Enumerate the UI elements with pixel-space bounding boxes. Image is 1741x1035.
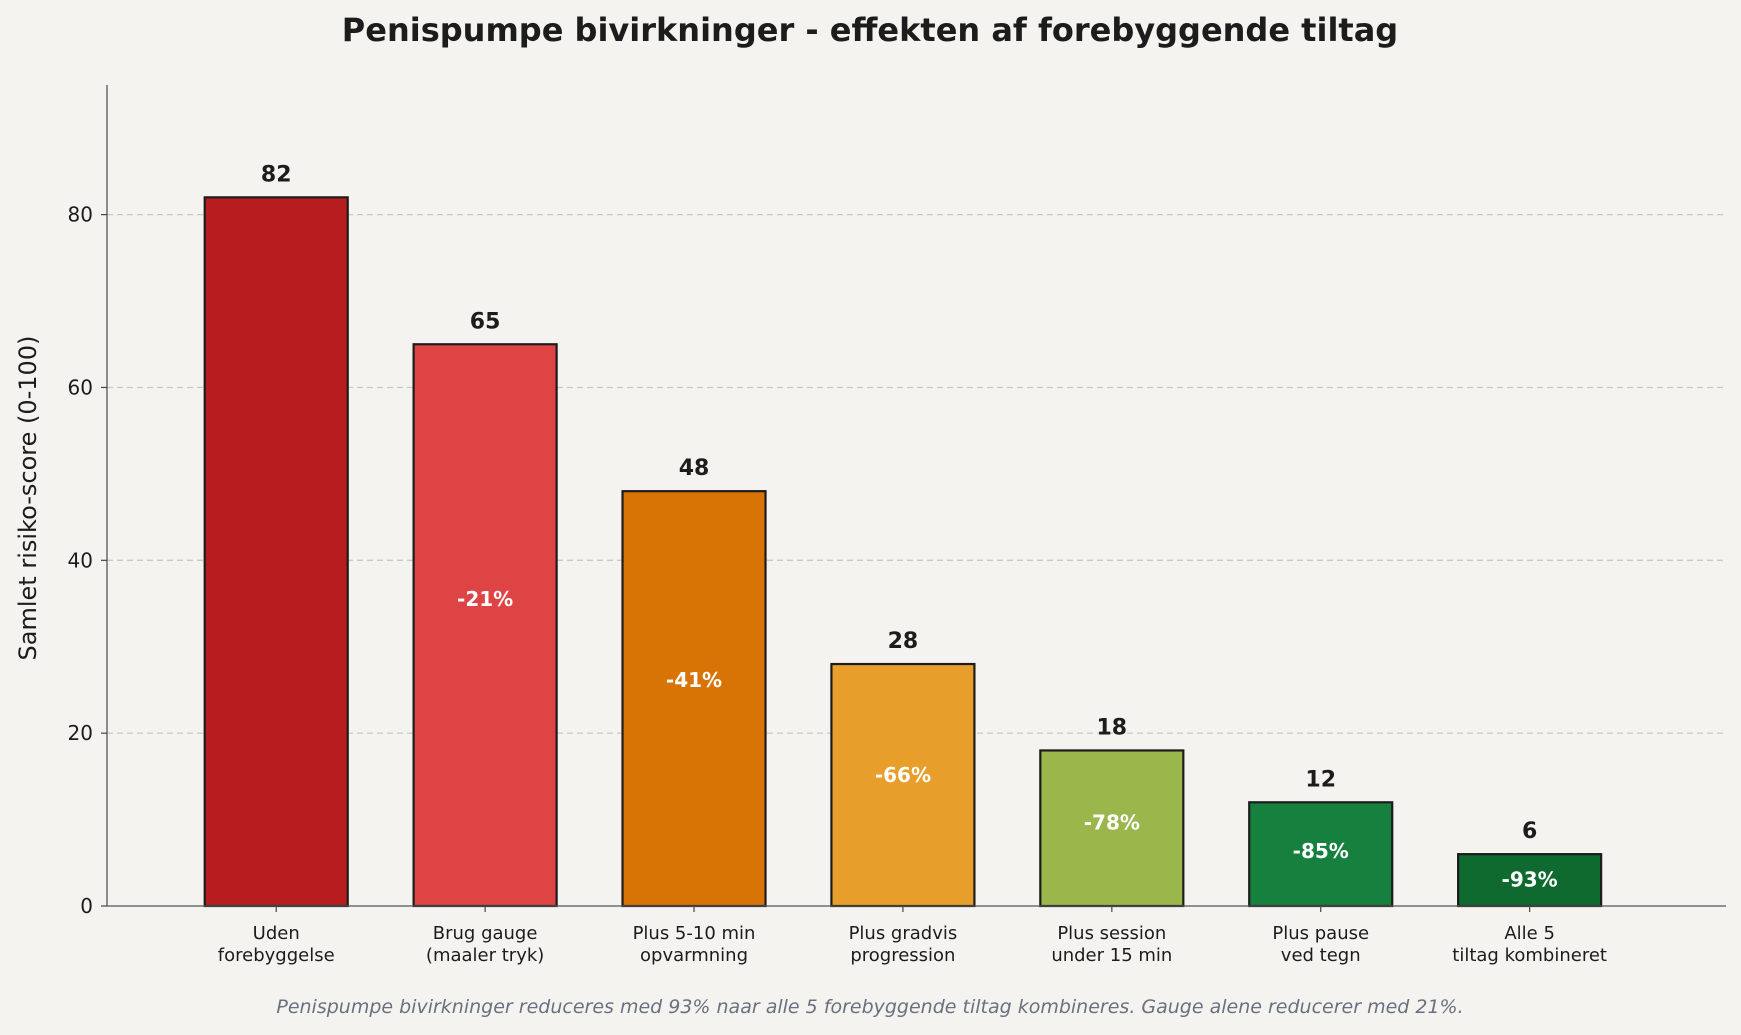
bar [1248, 801, 1394, 908]
x-tick-label: ved tegn [1281, 945, 1361, 966]
bar-value-label: 6 [1522, 819, 1537, 844]
x-tick-label: Plus 5-10 min [633, 923, 756, 944]
gridlines [107, 213, 1726, 734]
x-tick-label: opvarmning [640, 945, 748, 966]
x-tick-label: Plus pause [1272, 923, 1369, 944]
bar-value-label: 28 [888, 629, 919, 654]
bar-reduction-label: -41% [666, 668, 722, 692]
bar-reduction-label: -93% [1502, 867, 1558, 891]
y-tick-label: 60 [68, 375, 93, 399]
x-tick-label: forebyggelse [218, 945, 335, 966]
x-tick-label: under 15 min [1051, 945, 1172, 966]
x-tick-label: Brug gauge [433, 923, 538, 944]
bar-reduction-label: -78% [1084, 810, 1140, 834]
x-tick-label: Plus gradvis [849, 923, 958, 944]
bar [412, 343, 558, 908]
bar-reduction-label: -21% [457, 587, 513, 611]
y-tick-label: 40 [68, 548, 93, 572]
bar-value-label: 82 [261, 162, 292, 187]
x-tick-label: progression [850, 945, 955, 966]
chart-title: Penispumpe bivirkninger - effekten af fo… [342, 11, 1398, 49]
bar [1457, 853, 1603, 908]
bar [830, 662, 976, 908]
bar [203, 196, 349, 908]
x-tick-label: Alle 5 [1504, 923, 1555, 944]
y-tick-label: 20 [68, 721, 93, 745]
y-tick-label: 0 [80, 894, 93, 918]
bar [1039, 749, 1185, 908]
bar-reduction-label: -85% [1293, 839, 1349, 863]
chart-footnote: Penispumpe bivirkninger reduceres med 93… [276, 996, 1463, 1018]
bar-reduction-label: -66% [875, 763, 931, 787]
x-tick-label: Plus session [1057, 923, 1166, 944]
x-tick-label: (maaler tryk) [426, 945, 544, 966]
bar-value-label: 12 [1305, 767, 1336, 792]
x-tick-label: tiltag kombineret [1452, 945, 1607, 966]
x-tick-label: Uden [253, 923, 300, 944]
bar-value-label: 65 [470, 309, 501, 334]
y-axis-label: Samlet risiko-score (0-100) [14, 336, 42, 661]
y-tick-label: 80 [68, 203, 93, 227]
bars: 82 65 -21% 48 -41% 28 -66% 18 -78% 12 -85% 6 -93% [203, 162, 1603, 908]
bar [621, 490, 767, 908]
bar-value-label: 18 [1097, 715, 1128, 740]
bar-value-label: 48 [679, 456, 710, 481]
